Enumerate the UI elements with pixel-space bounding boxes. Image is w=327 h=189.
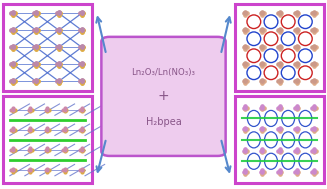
Text: +: + xyxy=(158,89,169,103)
Text: H₂bpea: H₂bpea xyxy=(146,117,181,127)
FancyBboxPatch shape xyxy=(3,4,92,91)
Text: Ln₂O₃/Ln(NO₃)₃: Ln₂O₃/Ln(NO₃)₃ xyxy=(131,68,196,77)
FancyBboxPatch shape xyxy=(235,4,324,91)
FancyBboxPatch shape xyxy=(235,96,324,183)
FancyBboxPatch shape xyxy=(3,96,92,183)
FancyBboxPatch shape xyxy=(101,37,226,156)
